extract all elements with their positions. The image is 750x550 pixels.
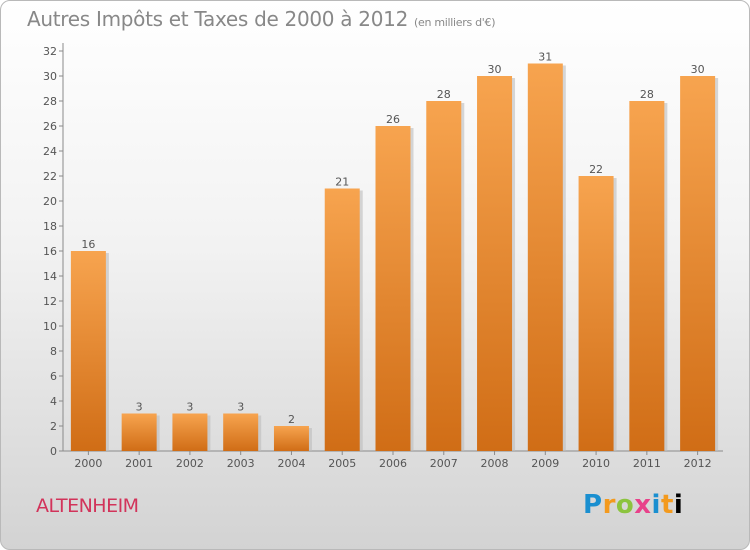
bar-value-label: 30 bbox=[488, 63, 502, 76]
x-tick-label: 2012 bbox=[684, 457, 712, 470]
bar bbox=[578, 176, 614, 451]
bar bbox=[70, 251, 106, 451]
x-tick-label: 2011 bbox=[633, 457, 661, 470]
x-tick-label: 2003 bbox=[227, 457, 255, 470]
y-tick-label: 16 bbox=[43, 245, 57, 258]
bar-value-label: 31 bbox=[538, 51, 552, 64]
bar bbox=[273, 426, 309, 451]
bar bbox=[680, 76, 716, 451]
bar bbox=[375, 126, 411, 451]
x-tick-label: 2007 bbox=[430, 457, 458, 470]
bar bbox=[121, 413, 157, 451]
x-tick-label: 2000 bbox=[74, 457, 102, 470]
x-tick-label: 2006 bbox=[379, 457, 407, 470]
y-tick-label: 6 bbox=[50, 370, 57, 383]
x-tick-label: 2010 bbox=[582, 457, 610, 470]
chart-title-text: Autres Impôts et Taxes de 2000 à 2012 bbox=[27, 7, 408, 31]
y-tick-label: 22 bbox=[43, 170, 57, 183]
bar-value-label: 28 bbox=[437, 88, 451, 101]
y-tick-label: 0 bbox=[50, 445, 57, 458]
x-tick-label: 2001 bbox=[125, 457, 153, 470]
y-tick-label: 20 bbox=[43, 195, 57, 208]
x-tick-label: 2002 bbox=[176, 457, 204, 470]
bar bbox=[324, 188, 360, 451]
x-tick-label: 2005 bbox=[328, 457, 356, 470]
proxiti-logo: Proxiti bbox=[583, 490, 684, 520]
bar bbox=[172, 413, 208, 451]
y-tick-label: 28 bbox=[43, 95, 57, 108]
y-tick-label: 10 bbox=[43, 320, 57, 333]
y-tick-label: 24 bbox=[43, 145, 57, 158]
bar-value-label: 22 bbox=[589, 163, 603, 176]
bar bbox=[426, 101, 462, 451]
x-tick-label: 2008 bbox=[481, 457, 509, 470]
y-tick-label: 2 bbox=[50, 420, 57, 433]
bar-value-label: 21 bbox=[335, 176, 349, 189]
y-tick-label: 14 bbox=[43, 270, 57, 283]
chart-title: Autres Impôts et Taxes de 2000 à 2012 (en… bbox=[27, 7, 495, 31]
y-tick-label: 12 bbox=[43, 295, 57, 308]
bar-value-label: 3 bbox=[136, 401, 143, 414]
y-tick-label: 26 bbox=[43, 120, 57, 133]
bar-value-label: 16 bbox=[81, 238, 95, 251]
bar-value-label: 30 bbox=[691, 63, 705, 76]
bar-value-label: 28 bbox=[640, 88, 654, 101]
bar bbox=[629, 101, 665, 451]
bar bbox=[527, 63, 563, 451]
y-tick-label: 30 bbox=[43, 70, 57, 83]
y-tick-label: 4 bbox=[50, 395, 57, 408]
bar-value-label: 3 bbox=[186, 401, 193, 414]
bar-value-label: 2 bbox=[288, 413, 295, 426]
bar-value-label: 26 bbox=[386, 113, 400, 126]
bar bbox=[223, 413, 259, 451]
bar bbox=[477, 76, 513, 451]
y-tick-label: 8 bbox=[50, 345, 57, 358]
x-tick-label: 2004 bbox=[277, 457, 305, 470]
bar-value-label: 3 bbox=[237, 401, 244, 414]
x-tick-label: 2009 bbox=[531, 457, 559, 470]
commune-name: ALTENHEIM bbox=[36, 495, 139, 517]
chart-unit: (en milliers d'€) bbox=[414, 16, 496, 29]
bars: 16 3 3 3 2 21 26 28 30 31 22 28 30 bbox=[70, 51, 719, 451]
y-tick-label: 18 bbox=[43, 220, 57, 233]
y-tick-label: 32 bbox=[43, 45, 57, 58]
